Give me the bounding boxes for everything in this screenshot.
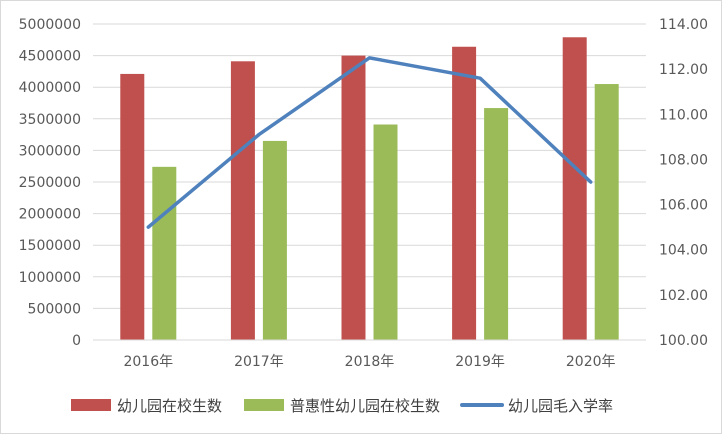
legend: 幼儿园在校生数 普惠性幼儿园在校生数 幼儿园毛入学率 (71, 397, 613, 415)
legend-label: 幼儿园毛入学率 (508, 397, 613, 415)
bar (263, 141, 287, 340)
x-axis: 2016年 2017年 2018年 2019年 2020年 (93, 340, 646, 370)
y-tick-label: 2500000 (19, 175, 81, 191)
y-tick-label: 1500000 (19, 238, 81, 254)
y-tick-label: 500000 (28, 301, 81, 317)
y2-tick-label: 114.00 (659, 17, 708, 33)
x-tick-label: 2018年 (345, 354, 395, 370)
x-tick-label: 2017年 (234, 354, 284, 370)
bar (152, 167, 176, 340)
y-tick-label: 1000000 (19, 270, 81, 286)
y2-tick-label: 104.00 (659, 243, 708, 259)
legend-label: 普惠性幼儿园在校生数 (290, 397, 440, 415)
bar (595, 84, 619, 340)
bar (452, 47, 476, 340)
right-axis: 100.00 102.00 104.00 106.00 108.00 110.00 112.… (659, 17, 708, 349)
y-tick-label: 4000000 (19, 80, 81, 96)
legend-swatch (244, 399, 284, 411)
y2-tick-label: 108.00 (659, 152, 708, 168)
x-tick-label: 2020年 (566, 354, 616, 370)
y2-tick-label: 110.00 (659, 107, 708, 123)
y2-tick-label: 106.00 (659, 198, 708, 214)
y-tick-label: 3500000 (19, 112, 81, 128)
bar (342, 56, 366, 340)
legend-swatch (71, 399, 111, 411)
x-tick-label: 2016年 (123, 354, 173, 370)
legend-label: 幼儿园在校生数 (117, 397, 222, 415)
y2-tick-label: 102.00 (659, 288, 708, 304)
y-tick-label: 5000000 (19, 17, 81, 33)
y-tick-label: 2000000 (19, 207, 81, 223)
left-axis: 0 500000 1000000 1500000 2000000 2500000 30000… (19, 17, 81, 349)
bar (231, 61, 255, 340)
y2-tick-label: 112.00 (659, 62, 708, 78)
y-tick-label: 0 (72, 333, 81, 349)
x-tick-label: 2019年 (455, 354, 505, 370)
bar (374, 124, 398, 340)
y-tick-label: 4500000 (19, 49, 81, 65)
y2-tick-label: 100.00 (659, 333, 708, 349)
bar (484, 108, 508, 340)
series-line (148, 58, 590, 227)
y-tick-label: 3000000 (19, 143, 81, 159)
line-series (148, 58, 591, 227)
bar (120, 74, 144, 340)
bar (563, 37, 587, 340)
